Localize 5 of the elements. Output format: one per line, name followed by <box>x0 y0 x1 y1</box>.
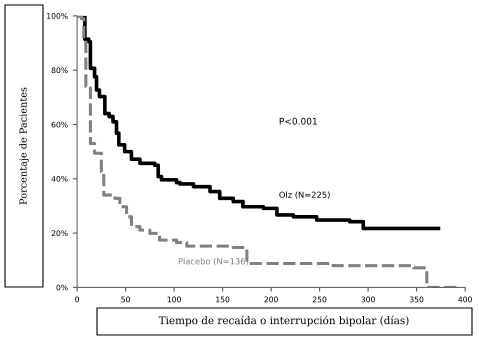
series-label: Olz (N=225) <box>279 191 330 199</box>
series-label: Placebo (N=136) <box>178 258 248 266</box>
annotation: P<0.001 <box>280 118 317 125</box>
x-axis-title: Tiempo de recaída o interrupción bipolar (días) <box>158 316 408 326</box>
y-axis-title: Porcentaje de Pacientes <box>19 88 29 204</box>
